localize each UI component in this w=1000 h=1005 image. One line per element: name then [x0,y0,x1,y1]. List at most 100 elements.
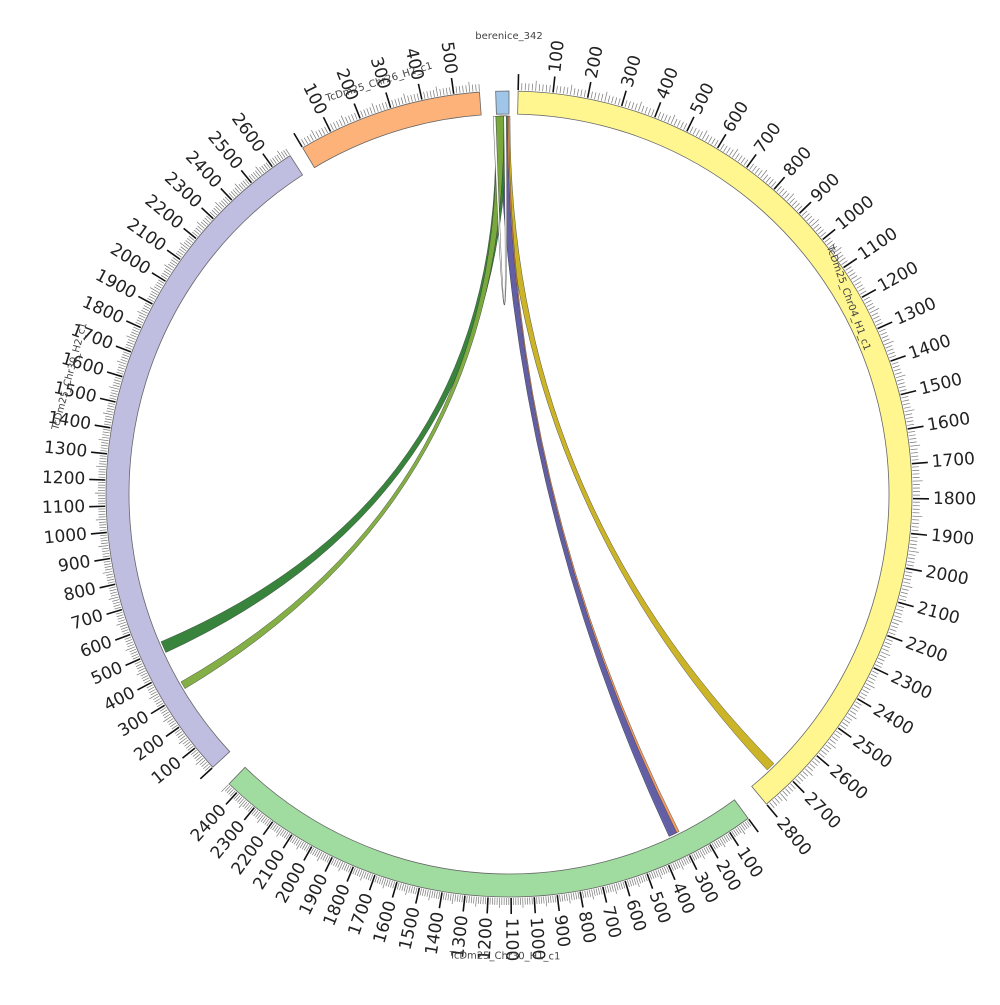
minor-tick [909,551,919,552]
tick-label-chr04: 2600 [826,761,872,804]
major-tick [463,896,465,912]
minor-tick [366,873,368,880]
minor-tick [450,894,451,901]
minor-tick [131,332,137,335]
minor-tick [402,884,404,891]
minor-tick [117,370,124,372]
major-tick [126,321,141,328]
minor-tick [351,114,354,120]
minor-tick [823,748,828,752]
tick-label-chr30h2: 400 [101,683,139,716]
minor-tick [891,626,898,628]
minor-tick [632,102,634,109]
minor-tick [735,154,739,160]
minor-tick [902,400,909,402]
minor-tick [771,182,776,187]
minor-tick [170,723,176,727]
minor-tick [120,625,127,627]
minor-tick [804,214,809,219]
minor-tick [406,885,408,895]
minor-tick [427,890,428,897]
minor-tick [625,100,627,107]
minor-tick [165,269,171,273]
minor-tick [107,577,114,578]
minor-tick [871,674,877,677]
minor-tick [385,102,387,109]
minor-tick [908,558,915,559]
minor-tick [364,110,366,117]
minor-tick [870,308,879,312]
minor-tick [893,366,900,368]
minor-tick [886,639,893,642]
tick-label-chr04: 700 [750,119,785,157]
major-tick [911,534,927,536]
minor-tick [594,889,595,896]
minor-tick [122,630,129,632]
minor-tick [618,883,620,890]
minor-tick [854,705,860,709]
minor-tick [661,113,664,119]
minor-tick [852,708,858,712]
minor-tick [894,369,901,371]
minor-tick [564,894,565,901]
tick-label-chr04: 600 [719,98,753,136]
minor-tick [812,761,817,766]
minor-tick [885,642,892,645]
minor-tick [654,871,657,878]
minor-tick [333,859,336,865]
tick-label-chr04: 100 [545,39,568,73]
minor-tick [571,893,572,900]
minor-tick [114,605,121,607]
minor-tick [376,105,378,112]
minor-tick [131,652,137,655]
tick-label-chr04: 500 [687,80,719,118]
minor-tick [632,879,634,886]
minor-tick [179,738,187,744]
minor-tick [113,602,120,604]
tick-label-chr04: 1500 [918,369,965,399]
minor-tick [149,689,155,692]
minor-tick [907,561,914,562]
minor-tick [446,893,447,900]
minor-tick [744,160,748,166]
minor-tick [909,438,916,439]
minor-tick [662,868,665,874]
major-tick [625,881,630,896]
minor-tick [163,716,171,722]
minor-tick [763,175,767,180]
major-tick [557,895,559,911]
major-tick [622,91,626,106]
minor-tick [712,138,716,144]
minor-tick [627,880,629,887]
minor-tick [414,94,416,101]
tick-label-chr04: 1100 [855,224,902,265]
minor-tick [168,264,174,268]
minor-tick [589,890,590,897]
tick-label-chr30h2: 900 [57,552,92,577]
minor-tick [696,130,699,136]
major-tick [844,259,857,268]
minor-tick [783,791,788,796]
minor-tick [125,637,132,639]
minor-tick [109,587,116,589]
minor-tick [739,826,745,834]
minor-tick [143,678,149,681]
minor-tick [372,103,375,112]
minor-tick [546,85,547,92]
minor-tick [810,764,815,769]
minor-tick [196,758,204,765]
minor-tick [478,897,479,904]
minor-tick [395,99,397,106]
major-tick [580,892,583,908]
minor-tick [415,887,417,894]
minor-tick [638,102,641,111]
chromosome-name-chr30h1: TcDm25_Chr30_H1_c1 [448,950,560,962]
minor-tick [469,82,470,92]
minor-tick [910,544,917,545]
minor-tick [443,88,444,95]
minor-tick [555,895,556,902]
minor-tick [301,139,305,145]
major-tick [718,134,726,148]
minor-tick [164,271,170,275]
